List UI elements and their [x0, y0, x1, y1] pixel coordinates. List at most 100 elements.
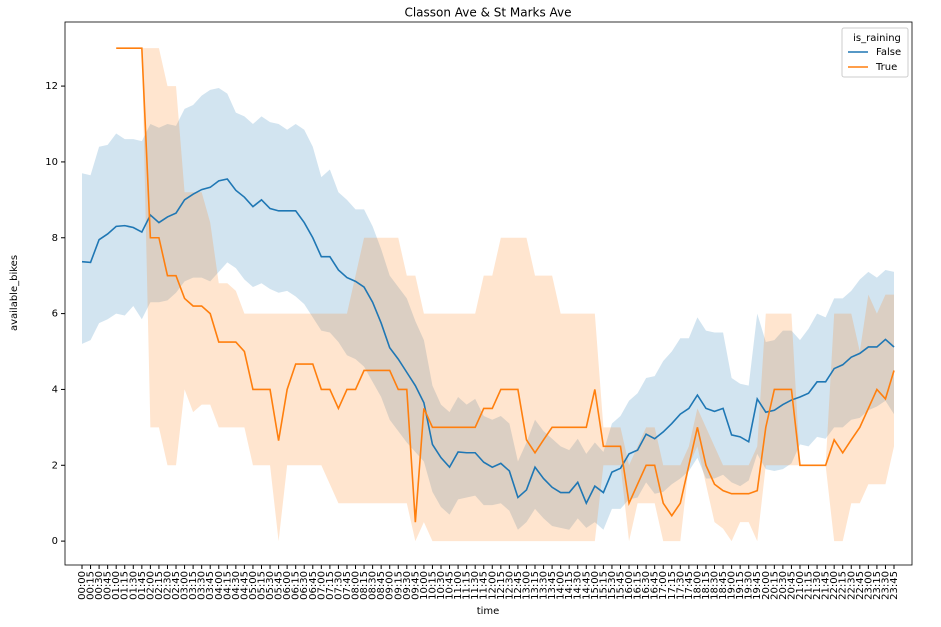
legend-box	[841, 27, 909, 78]
plot-frame	[64, 21, 913, 566]
x-tick-label: 21:15	[804, 571, 815, 600]
x-tick-label: 01:30	[128, 571, 139, 600]
x-tick-label: 19:00	[727, 571, 738, 600]
x-tick-label: 12:00	[487, 571, 498, 600]
x-tick-label: 19:45	[752, 571, 763, 600]
x-tick-label: 07:45	[342, 571, 353, 600]
y-tick-label: 4	[52, 384, 58, 395]
x-tick-label: 21:30	[812, 571, 823, 600]
x-tick-label: 10:45	[445, 571, 456, 600]
x-tick-label: 08:30	[368, 571, 379, 600]
x-tick-label: 22:45	[855, 571, 866, 600]
x-tick-label: 01:45	[137, 571, 148, 600]
y-tick-label: 2	[52, 460, 58, 471]
y-tick-label: 10	[45, 157, 58, 168]
x-tick-label: 05:30	[265, 571, 276, 600]
y-tick-label: 12	[45, 81, 58, 92]
legend-title: is_raining	[853, 33, 901, 44]
x-tick-label: 14:15	[564, 571, 575, 600]
x-tick-label: 09:00	[385, 571, 396, 600]
x-tick-label: 03:00	[180, 571, 191, 600]
x-tick-label: 23:30	[880, 571, 891, 600]
confidence-band	[116, 48, 895, 542]
x-tick-label: 03:15	[188, 571, 199, 600]
x-tick-label: 08:00	[351, 571, 362, 600]
x-tick-label: 17:30	[675, 571, 686, 600]
x-tick-label: 08:15	[359, 571, 370, 600]
x-tick-label: 03:30	[197, 571, 208, 600]
x-tick-label: 15:30	[607, 571, 618, 600]
x-tick-label: 13:15	[530, 571, 541, 600]
x-tick-label: 09:15	[393, 571, 404, 600]
x-tick-label: 00:30	[94, 571, 105, 600]
y-axis-label: available_bikes	[9, 255, 20, 331]
x-tick-label: 13:30	[539, 571, 550, 600]
x-tick-label: 10:15	[427, 571, 438, 600]
x-tick-label: 16:15	[633, 571, 644, 600]
x-tick-label: 02:00	[145, 571, 156, 600]
x-tick-label: 12:15	[496, 571, 507, 600]
x-tick-label: 08:45	[376, 571, 387, 600]
x-tick-label: 12:30	[504, 571, 515, 600]
x-tick-label: 23:15	[872, 571, 883, 600]
y-tick-label: 6	[52, 309, 58, 320]
x-tick-label: 17:45	[684, 571, 695, 600]
x-tick-label: 13:00	[521, 571, 532, 600]
x-tick-label: 15:45	[615, 571, 626, 600]
line	[81, 178, 895, 506]
x-tick-label: 11:15	[462, 571, 473, 600]
x-tick-label: 02:30	[162, 571, 173, 600]
x-tick-label: 11:00	[453, 571, 464, 600]
x-tick-label: 19:15	[735, 571, 746, 600]
x-tick-label: 05:45	[274, 571, 285, 600]
x-tick-label: 21:45	[821, 571, 832, 600]
x-tick-label: 00:45	[103, 571, 114, 600]
x-tick-label: 06:15	[291, 571, 302, 600]
legend-label: True	[875, 62, 897, 73]
y-tick-label: 0	[52, 536, 58, 547]
legend-label: False	[876, 47, 901, 58]
x-tick-label: 11:30	[470, 571, 481, 600]
x-tick-label: 18:15	[701, 571, 712, 600]
x-tick-label: 11:45	[479, 571, 490, 600]
x-tick-label: 10:30	[436, 571, 447, 600]
x-tick-label: 09:30	[402, 571, 413, 600]
x-tick-label: 22:30	[846, 571, 857, 600]
x-tick-label: 05:15	[256, 571, 267, 600]
x-tick-label: 06:45	[308, 571, 319, 600]
x-tick-label: 22:00	[829, 571, 840, 600]
x-tick-label: 07:30	[333, 571, 344, 600]
x-tick-label: 17:00	[658, 571, 669, 600]
x-tick-label: 07:00	[316, 571, 327, 600]
x-tick-label: 13:45	[547, 571, 558, 600]
x-tick-label: 07:15	[325, 571, 336, 600]
x-tick-label: 20:15	[769, 571, 780, 600]
x-tick-label: 20:30	[778, 571, 789, 600]
x-tick-label: 18:30	[710, 571, 721, 600]
x-tick-label: 12:45	[513, 571, 524, 600]
x-tick-label: 00:00	[77, 571, 88, 600]
x-tick-label: 04:00	[214, 571, 225, 600]
x-tick-label: 14:00	[556, 571, 567, 600]
x-tick-label: 04:15	[222, 571, 233, 600]
x-tick-label: 21:00	[795, 571, 806, 600]
y-tick-label: 8	[52, 233, 58, 244]
x-tick-label: 01:15	[120, 571, 131, 600]
x-tick-label: 20:45	[786, 571, 797, 600]
x-tick-label: 10:00	[419, 571, 430, 600]
x-tick-label: 23:00	[863, 571, 874, 600]
x-tick-label: 16:00	[624, 571, 635, 600]
x-tick-label: 06:30	[299, 571, 310, 600]
x-tick-label: 04:45	[239, 571, 250, 600]
x-tick-label: 06:00	[282, 571, 293, 600]
x-tick-label: 04:30	[231, 571, 242, 600]
x-tick-label: 20:00	[761, 571, 772, 600]
x-tick-label: 14:45	[581, 571, 592, 600]
line	[116, 47, 895, 523]
x-tick-label: 18:00	[692, 571, 703, 600]
x-tick-label: 03:45	[205, 571, 216, 600]
x-tick-label: 02:45	[171, 571, 182, 600]
chart-title: Classon Ave & St Marks Ave	[404, 6, 571, 20]
x-tick-label: 16:30	[641, 571, 652, 600]
